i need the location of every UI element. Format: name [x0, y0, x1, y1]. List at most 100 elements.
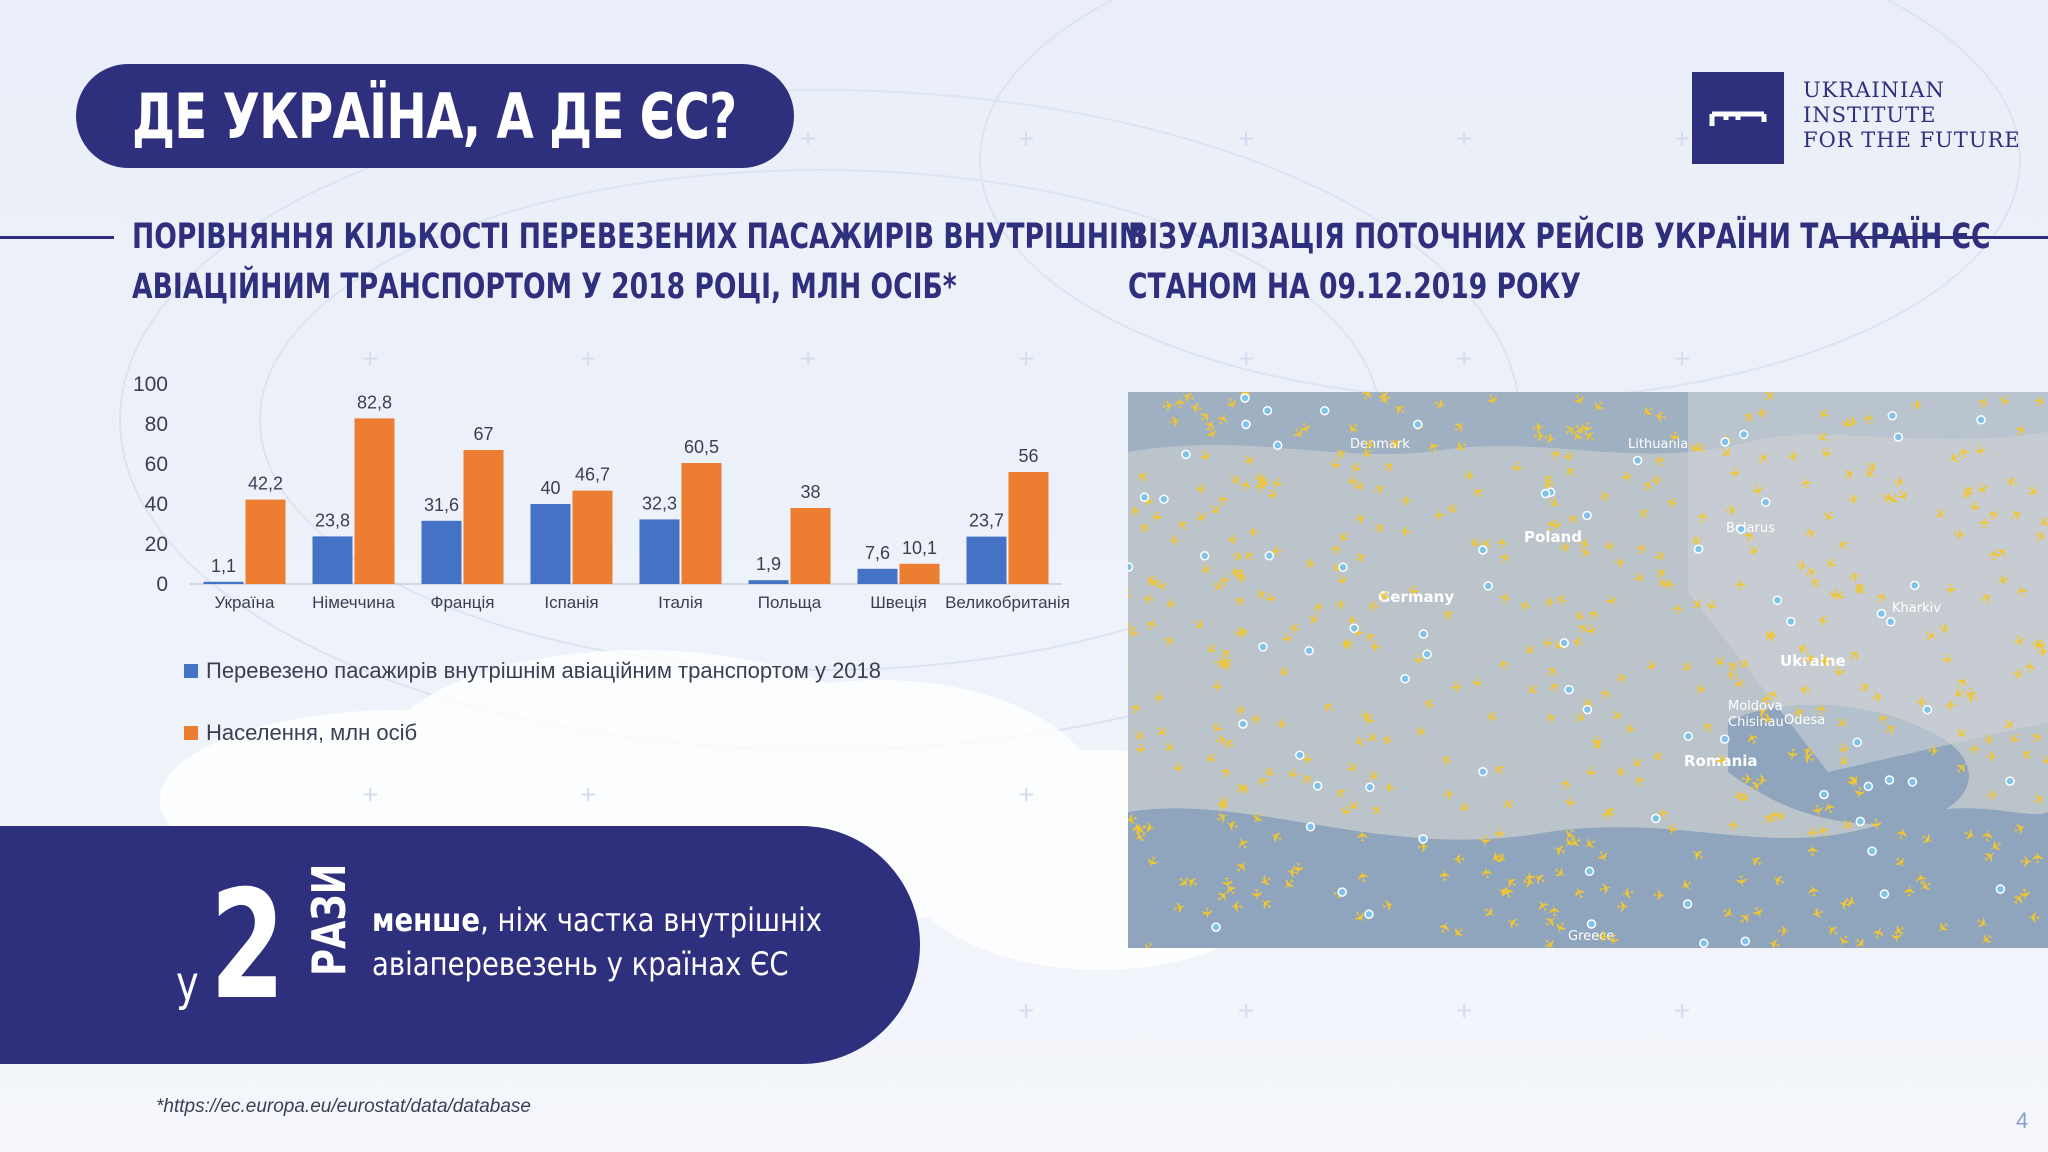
callout-unit: РАЗИ	[302, 863, 356, 976]
plane-icon: ✈	[1400, 493, 1413, 510]
plane-icon: ✈	[1585, 606, 1605, 623]
plane-icon: ✈	[1557, 538, 1574, 558]
x-tick-label: Німеччина	[312, 593, 395, 612]
plane-icon: ✈	[1813, 702, 1831, 717]
svg-text:+: +	[1674, 995, 1690, 1026]
chart-subtitle-line-1: ПОРІВНЯННЯ КІЛЬКОСТІ ПЕРЕВЕЗЕНИХ ПАСАЖИР…	[132, 217, 1146, 257]
airport-pin-icon	[1400, 673, 1410, 684]
plane-icon: ✈	[1517, 595, 1533, 615]
map-label-lithuania: Lithuania	[1628, 437, 1688, 452]
plane-icon: ✈	[1128, 617, 1136, 637]
plane-icon: ✈	[1452, 850, 1465, 867]
plane-icon: ✈	[2010, 665, 2026, 684]
logo-line-3: FOR THE FUTURE	[1803, 128, 2021, 152]
logo-line-2: INSTITUTE	[1803, 103, 1937, 127]
plane-icon: ✈	[1254, 471, 1267, 488]
plane-icon: ✈	[1286, 617, 1303, 637]
airport-pin-icon	[1319, 405, 1330, 416]
plane-icon: ✈	[1301, 554, 1319, 574]
plane-icon: ✈	[1661, 820, 1681, 837]
plane-icon: ✈	[1730, 785, 1748, 806]
svg-text:+: +	[1456, 123, 1472, 154]
plane-icon: ✈	[1833, 740, 1854, 758]
plane-icon: ✈	[1661, 578, 1679, 592]
plane-icon: ✈	[1613, 554, 1628, 572]
plane-icon: ✈	[1236, 623, 1253, 643]
plane-icon: ✈	[1490, 827, 1507, 840]
plane-icon: ✈	[2030, 851, 2047, 864]
plane-icon: ✈	[1412, 722, 1430, 742]
airport-pin-icon	[1418, 834, 1428, 844]
svg-text:+: +	[1238, 123, 1254, 154]
plane-icon: ✈	[1576, 420, 1595, 435]
map-label-greece: Greece	[1568, 929, 1614, 944]
plane-icon: ✈	[1596, 487, 1614, 508]
plane-icon: ✈	[1254, 772, 1274, 789]
plane-icon: ✈	[1803, 524, 1820, 544]
plane-icon: ✈	[1994, 569, 2012, 590]
plane-icon: ✈	[1128, 924, 1134, 945]
plane-icon: ✈	[1725, 465, 1744, 480]
plane-icon: ✈	[2032, 527, 2048, 547]
plane-icon: ✈	[1288, 861, 1307, 876]
plane-icon: ✈	[1431, 395, 1449, 415]
bar-passengers	[857, 568, 898, 584]
airport-pin-icon	[1139, 492, 1150, 502]
plane-icon: ✈	[1757, 690, 1777, 707]
plane-icon: ✈	[1967, 743, 1984, 756]
logo-line-1: UKRAINIAN	[1803, 78, 1945, 102]
plane-icon: ✈	[1977, 516, 1994, 529]
plane-icon: ✈	[1333, 596, 1349, 615]
airport-pin-icon	[2005, 776, 2015, 786]
plane-icon: ✈	[1820, 799, 1840, 817]
svg-text:+: +	[1674, 343, 1690, 374]
title-banner: ДЕ УКРАЇНА, А ДЕ ЄС?	[76, 64, 794, 168]
airport-pin-icon	[1240, 393, 1250, 403]
bar-population	[245, 499, 286, 584]
plane-icon: ✈	[1543, 517, 1562, 533]
plane-icon: ✈	[1740, 528, 1760, 545]
airport-pin-icon	[1855, 816, 1866, 827]
airport-pin-icon	[1995, 884, 2006, 894]
airport-pin-icon	[1887, 410, 1898, 421]
airport-pin-icon	[1867, 846, 1877, 856]
plane-icon: ✈	[1201, 425, 1222, 443]
plane-icon: ✈	[1763, 628, 1782, 643]
airport-pin-icon	[1736, 524, 1746, 534]
map-label-denmark: Denmark	[1350, 437, 1410, 452]
airport-pin-icon	[1295, 750, 1305, 760]
plane-icon: ✈	[1596, 685, 1616, 703]
plane-icon: ✈	[1398, 521, 1413, 539]
plane-icon: ✈	[1616, 469, 1636, 486]
plane-icon: ✈	[1531, 419, 1546, 438]
airport-pin-icon	[1907, 777, 1918, 787]
plane-icon: ✈	[1597, 880, 1613, 899]
plane-icon: ✈	[1847, 491, 1862, 510]
plane-icon: ✈	[1576, 543, 1594, 564]
plane-icon: ✈	[1167, 412, 1184, 432]
plane-icon: ✈	[1546, 903, 1564, 917]
airport-pin-icon	[1786, 616, 1796, 627]
airport-pin-icon	[1540, 488, 1551, 499]
svg-text:+: +	[1018, 123, 1034, 154]
plane-icon: ✈	[1560, 446, 1576, 465]
map-subtitle-line-1: ВІЗУАЛІЗАЦІЯ ПОТОЧНИХ РЕЙСІВ УКРАЇНИ ТА …	[1128, 217, 1991, 257]
airport-pin-icon	[1199, 551, 1210, 561]
plane-icon: ✈	[1587, 735, 1605, 748]
plane-icon: ✈	[1651, 452, 1671, 469]
plane-icon: ✈	[1747, 482, 1767, 499]
airport-pin-icon	[1364, 909, 1374, 920]
bar-population	[463, 450, 504, 584]
airport-pin-icon	[1632, 455, 1643, 466]
plane-icon: ✈	[1334, 802, 1354, 819]
airport-pin-icon	[1909, 580, 1920, 591]
plane-icon: ✈	[1188, 397, 1204, 416]
plane-icon: ✈	[1794, 557, 1809, 576]
page-number: 4	[2016, 1108, 2029, 1133]
map-label-chisinau: Chisinau	[1728, 715, 1784, 730]
plane-icon: ✈	[1845, 413, 1861, 432]
plane-icon: ✈	[1909, 396, 1924, 415]
plane-icon: ✈	[1214, 731, 1229, 750]
svg-text:+: +	[1018, 995, 1034, 1026]
plane-icon: ✈	[1403, 582, 1423, 599]
